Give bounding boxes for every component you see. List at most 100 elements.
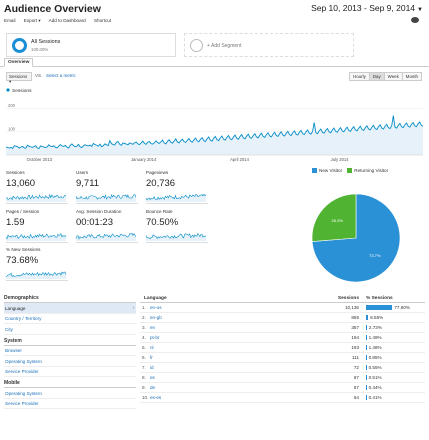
eye-icon[interactable] <box>411 17 419 23</box>
email-button[interactable]: Email <box>4 18 16 23</box>
date-range-picker[interactable]: Sep 10, 2013 - Sep 9, 2014 ▼ <box>311 3 423 13</box>
sparkline-area <box>6 194 66 202</box>
row-index: 8. <box>142 375 146 380</box>
row-pct-label: 0.41% <box>368 395 382 400</box>
row-sessions: 54 <box>353 395 359 400</box>
granularity-hourly[interactable]: Hourly <box>349 72 370 81</box>
tile-sparkline <box>5 271 67 279</box>
row-language-link[interactable]: en-us <box>150 305 162 310</box>
row-pct-label: 1.49% <box>368 335 382 340</box>
row-pct-bar <box>366 395 367 400</box>
table-row: 4. pt-br 194 1.49% <box>140 333 425 343</box>
demo-item-language[interactable]: Language › <box>4 303 136 314</box>
row-sessions: 57 <box>353 385 359 390</box>
row-index: 4. <box>142 335 146 340</box>
row-language-link[interactable]: pt-br <box>150 335 160 340</box>
legend-swatch <box>312 168 317 174</box>
sparkline-area <box>76 194 136 202</box>
add-segment-label: + Add Segment <box>207 43 242 49</box>
row-pct-bar <box>366 345 367 350</box>
x-tick-label: October 2013 <box>27 157 53 162</box>
sparkline-line <box>5 232 67 240</box>
sessions-line-chart: Sessions 100 200 October 2013 January 2014 Ap… <box>5 88 424 162</box>
add-segment-button[interactable]: + Add Segment <box>184 33 354 57</box>
legend-item-new-visitor: New Visitor <box>312 168 342 174</box>
tile-pages-per-session: Pages / Session 1.59 <box>4 209 72 261</box>
tile-value: 00:01:23 <box>76 217 113 228</box>
row-index: 9. <box>142 385 146 390</box>
row-language-link[interactable]: fr <box>150 355 153 360</box>
demo-item-mobile-os[interactable]: Operating System <box>4 388 136 399</box>
row-language-link[interactable]: id <box>150 365 154 370</box>
metric-selector[interactable]: Sessions ▾ <box>6 72 32 84</box>
row-index: 7. <box>142 365 146 370</box>
y-tick-label: 100 <box>8 126 16 131</box>
visitor-pie-chart: 73.7% 26.3% <box>311 193 401 283</box>
granularity-toggle: Hourly Day Week Month <box>349 72 422 81</box>
row-language-link[interactable]: en-gb <box>150 315 162 320</box>
segment-all-sessions[interactable]: All Sessions 100.00% <box>6 33 176 57</box>
tab-overview[interactable]: Overview <box>4 58 34 67</box>
legend-swatch <box>347 168 353 174</box>
select-metric-link[interactable]: Select a metric <box>46 73 76 78</box>
tile-value: 70.50% <box>146 217 179 228</box>
row-sessions: 10,135 <box>344 305 359 310</box>
row-pct-bar <box>366 305 393 310</box>
row-language-link[interactable]: es-es <box>150 395 162 400</box>
demo-section-system: System <box>4 335 136 346</box>
legend-marker <box>6 88 10 92</box>
shortcut-button[interactable]: Shortcut <box>93 18 112 23</box>
demo-item-browser[interactable]: Browser <box>4 346 136 356</box>
sparkline-line <box>75 194 137 200</box>
row-sessions: 855 <box>351 315 359 320</box>
demo-item-mobile-provider[interactable]: Service Provider <box>4 399 136 409</box>
header-sessions: Sessions <box>337 295 359 301</box>
row-index: 5. <box>142 345 146 350</box>
row-pct-label: 2.73% <box>368 325 382 330</box>
demo-item-country[interactable]: Country / Territory <box>4 314 136 324</box>
tile-sparkline <box>5 232 67 241</box>
tile-label: Users <box>76 170 88 175</box>
table-row: 2. en-gb 855 6.55% <box>140 313 425 323</box>
tile-label: Avg. Session Duration <box>76 209 122 214</box>
tile-bounce-rate: Bounce Rate 70.50% <box>144 209 212 261</box>
date-range-label: Sep 10, 2013 - Sep 9, 2014 <box>311 3 416 13</box>
demo-item-operating-system[interactable]: Operating System <box>4 356 136 367</box>
tile-new-sessions: % New Sessions 73.68% <box>4 247 72 299</box>
row-language-link[interactable]: nl <box>150 345 154 350</box>
granularity-week[interactable]: Week <box>383 72 403 81</box>
header-pct-sessions: % Sessions <box>366 295 393 301</box>
demo-item-service-provider[interactable]: Service Provider <box>4 367 136 377</box>
tile-divider <box>76 203 138 204</box>
table-row: 1. en-us 10,135 77.60% <box>140 303 425 313</box>
row-pct-bar <box>366 365 367 370</box>
add-to-dashboard-button[interactable]: Add to Dashboard <box>48 18 86 23</box>
row-pct-bar <box>366 385 367 390</box>
tile-value: 20,736 <box>146 178 176 189</box>
export-button[interactable]: Export ▾ <box>23 18 41 23</box>
demo-item-city[interactable]: City <box>4 324 136 335</box>
row-sessions: 193 <box>351 345 359 350</box>
row-pct-label: 0.85% <box>368 355 382 360</box>
language-table: Language Sessions % Sessions 1. en-us 10,1… <box>140 294 425 403</box>
tile-label: % New Sessions <box>6 247 41 252</box>
row-sessions: 111 <box>352 355 359 360</box>
row-language-link[interactable]: de <box>150 385 156 390</box>
granularity-month[interactable]: Month <box>401 72 422 81</box>
x-tick-label: April 2014 <box>230 157 250 162</box>
granularity-day[interactable]: Day <box>368 72 385 81</box>
row-language-link[interactable]: es <box>150 375 155 380</box>
tile-divider <box>76 242 138 243</box>
tile-value: 1.59 <box>6 217 25 228</box>
table-header: Language Sessions % Sessions <box>140 294 425 303</box>
legend-item-returning-visitor: Returning Visitor <box>347 168 388 174</box>
segment-ring-icon <box>12 38 27 53</box>
series-area <box>6 115 423 155</box>
pie-slice-label: 73.7% <box>369 253 381 258</box>
row-language-link[interactable]: en <box>150 325 156 330</box>
tile-value: 9,711 <box>76 178 100 189</box>
tile-value: 13,060 <box>6 178 36 189</box>
tab-divider <box>0 66 429 67</box>
tile-divider <box>6 242 68 243</box>
chevron-down-icon: ▼ <box>417 7 423 13</box>
